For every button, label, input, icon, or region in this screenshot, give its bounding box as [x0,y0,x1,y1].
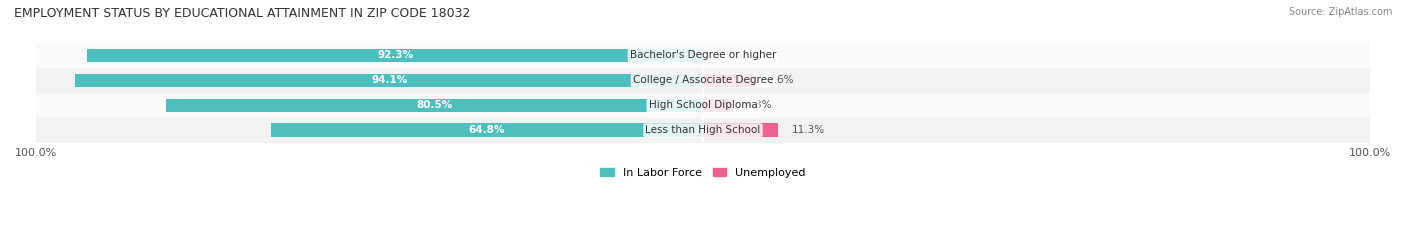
Bar [87,48,703,62]
Text: 11.3%: 11.3% [792,125,825,135]
Text: 92.3%: 92.3% [377,50,413,60]
Bar [37,43,1369,68]
Bar [37,93,1369,118]
Bar [703,74,754,87]
Text: 0.0%: 0.0% [716,50,742,60]
Bar [271,123,703,137]
Text: EMPLOYMENT STATUS BY EDUCATIONAL ATTAINMENT IN ZIP CODE 18032: EMPLOYMENT STATUS BY EDUCATIONAL ATTAINM… [14,7,471,20]
Bar [166,99,703,112]
Text: 94.1%: 94.1% [371,75,408,86]
Legend: In Labor Force, Unemployed: In Labor Force, Unemployed [596,163,810,182]
Text: 80.5%: 80.5% [416,100,453,110]
Bar [37,68,1369,93]
Bar [703,123,779,137]
Text: High School Diploma: High School Diploma [648,100,758,110]
Bar [703,99,731,112]
Text: 4.3%: 4.3% [745,100,772,110]
Text: Source: ZipAtlas.com: Source: ZipAtlas.com [1288,7,1392,17]
Text: Bachelor's Degree or higher: Bachelor's Degree or higher [630,50,776,60]
Bar [76,74,703,87]
Text: Less than High School: Less than High School [645,125,761,135]
Bar [37,118,1369,143]
Text: 64.8%: 64.8% [468,125,505,135]
Text: College / Associate Degree: College / Associate Degree [633,75,773,86]
Text: 7.6%: 7.6% [768,75,793,86]
